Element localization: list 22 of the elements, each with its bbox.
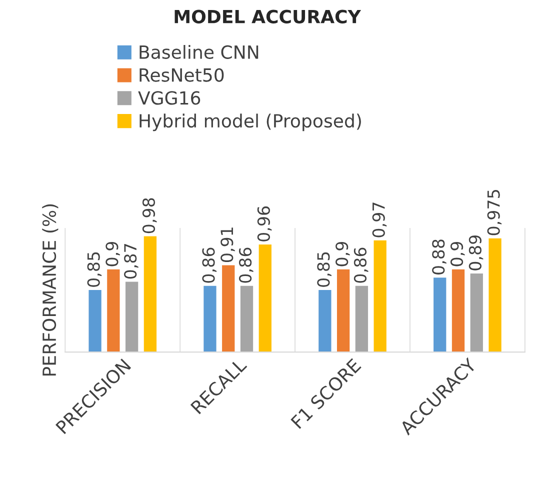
data-label: 0,86 — [202, 248, 217, 283]
chart-title: MODEL ACCURACY — [174, 10, 362, 24]
data-label: 0,91 — [220, 228, 235, 262]
legend-label: Baseline CNN — [140, 44, 258, 59]
data-label: 0,9 — [450, 242, 465, 266]
data-label: 0,85 — [87, 252, 102, 287]
data-label: 0,96 — [257, 206, 272, 242]
data-label: 0,86 — [354, 248, 368, 283]
data-label: 0,88 — [432, 240, 446, 274]
data-label: 0,89 — [468, 235, 484, 270]
y-axis-title: PERFORMANCE (%) — [42, 204, 58, 376]
legend-label: VGG16 — [138, 91, 200, 105]
data-label: 0,87 — [124, 244, 138, 279]
data-label: 0,86 — [238, 248, 254, 283]
data-label: 0,9 — [336, 242, 350, 266]
legend-label: Hybrid model (Proposed) — [140, 114, 361, 132]
data-label: 0,97 — [372, 202, 387, 238]
data-label: 0,9 — [106, 242, 120, 266]
data-label: 0,98 — [142, 198, 157, 234]
data-label: 0,975 — [487, 190, 502, 236]
data-label: 0,85 — [317, 252, 332, 287]
legend-label: ResNet50 — [140, 68, 224, 82]
